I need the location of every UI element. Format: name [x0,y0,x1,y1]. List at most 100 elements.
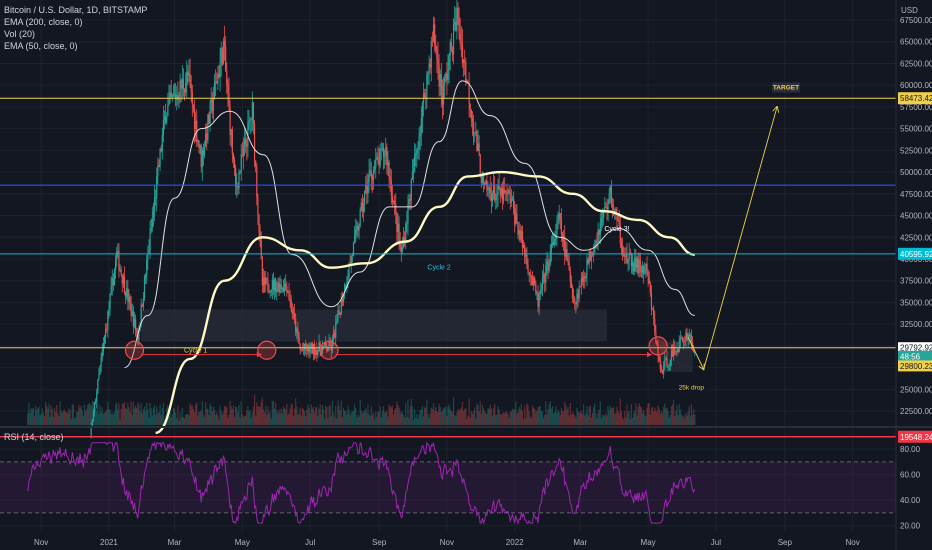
rsi-legend-label[interactable]: RSI (14, close) [4,432,64,442]
volume-bar [574,415,576,425]
volume-bar [78,405,80,425]
volume-bar [48,403,50,425]
volume-bar [267,406,269,425]
volume-bar [382,406,385,425]
candle-body [456,7,458,31]
support-zone [141,309,607,342]
candle-body [680,338,683,339]
volume-bar [653,411,655,425]
candle-body [605,207,607,208]
volume-bar [62,410,64,425]
volume-bar [479,401,481,425]
candle-body [305,344,307,349]
volume-bar [42,412,44,425]
candle-body [492,184,495,195]
candle-body [130,303,132,317]
candle-body [627,259,629,264]
candle-body [142,298,145,307]
candle-body [157,165,159,177]
volume-bar [157,413,159,425]
volume-bar [305,415,307,425]
indicator-ema200-label[interactable]: EMA (200, close, 0) [4,17,83,27]
candle-body [242,146,245,156]
candle-body [674,346,676,353]
volume-bar [425,407,427,425]
candle-body [206,133,208,140]
volume-bar [187,413,189,425]
volume-bar [123,401,126,425]
candle-body [564,236,566,257]
candle-body [679,338,681,341]
volume-bar [684,418,686,425]
candle-body [514,208,516,225]
candle-body [195,120,197,129]
volume-bar [375,411,377,425]
volume-bar [136,408,138,425]
volume-bar [583,404,585,425]
candle-body [179,80,181,100]
volume-bar [516,413,518,425]
volume-bar [242,416,245,425]
volume-bar [693,408,695,425]
candle-body [362,204,365,212]
volume-bar [630,404,633,425]
candle-body [536,292,538,294]
candle-body [621,247,624,254]
volume-bar [236,407,238,425]
x-tick-label: Sep [778,538,793,547]
candle-body [227,84,229,93]
candle-body [197,140,199,142]
volume-bar [89,403,91,425]
volume-bar [112,414,114,425]
candle-body [249,119,251,121]
volume-bar [399,413,401,425]
candle-body [476,131,478,151]
volume-bar [508,418,510,425]
x-tick-label: Jul [305,538,315,547]
x-tick-label: Nov [440,538,454,547]
candle-body [431,41,434,42]
symbol-title[interactable]: Bitcoin / U.S. Dollar, 1D, BITSTAMP [4,5,148,15]
candle-body [598,229,600,235]
volume-bar [550,408,552,425]
volume-bar [195,404,197,425]
candle-body [374,167,376,170]
candle-body [636,258,638,268]
candle-body [325,342,327,347]
volume-bar [405,403,407,425]
volume-bar [623,419,625,425]
candle-body [162,120,165,136]
candle-body [230,129,232,136]
volume-bar [660,410,663,425]
x-tick-label: May [641,538,656,547]
candle-body [563,236,565,241]
volume-bar [341,416,343,425]
candle-body [118,251,120,271]
volume-bar [515,401,517,425]
candle-body [176,95,178,100]
volume-bar [32,407,34,425]
candle-body [607,203,609,210]
volume-bar [553,413,555,425]
indicator-ema50-label[interactable]: EMA (50, close, 0) [4,41,78,51]
volume-bar [604,416,606,425]
volume-bar [66,412,68,425]
candle-body [559,213,561,218]
candle-body [653,308,655,319]
candle-body [539,290,541,294]
indicator-volume-label[interactable]: Vol (20) [4,29,36,39]
volume-bar [600,418,603,425]
volume-bar [222,412,225,425]
candle-body [601,217,604,219]
candle-body [145,274,147,278]
volume-bar [162,402,165,425]
volume-bar [135,405,137,425]
candle-body [489,187,491,194]
candle-body [388,162,390,177]
candle-body [435,43,437,51]
volume-bar [590,417,593,425]
candle-body [308,344,310,353]
volume-bar [168,416,170,425]
y-tick-label: 50000.00 [900,168,932,177]
